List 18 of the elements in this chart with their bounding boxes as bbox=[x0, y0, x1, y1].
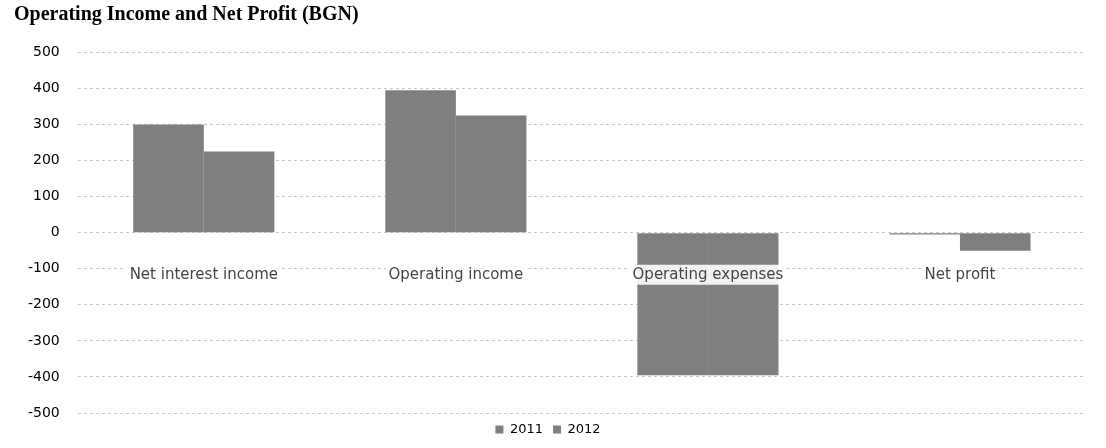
y-tick-label: 0 bbox=[50, 223, 60, 240]
legend-label: 2011 bbox=[509, 420, 544, 436]
x-tick-label: Operating income bbox=[388, 264, 524, 283]
y-tick-label: 200 bbox=[33, 151, 60, 168]
y-tick-label: -400 bbox=[27, 367, 60, 384]
y-tick-label: 100 bbox=[33, 187, 60, 204]
y-tick-label: 300 bbox=[33, 115, 60, 132]
x-tick-label: Operating expenses bbox=[632, 264, 784, 283]
y-tick-label: -200 bbox=[27, 295, 60, 312]
legend-label: 2012 bbox=[567, 420, 601, 436]
x-tick-label: Net profit bbox=[924, 264, 996, 283]
y-tick-label: 400 bbox=[33, 79, 60, 96]
chart-title: Operating Income and Net Profit (BGN) bbox=[13, 1, 360, 26]
y-tick-label: -300 bbox=[27, 331, 60, 348]
y-tick-label: 500 bbox=[33, 43, 60, 60]
x-tick-label: Net interest income bbox=[129, 264, 278, 283]
y-tick-label: -500 bbox=[27, 403, 60, 420]
y-tick-label: -100 bbox=[27, 259, 60, 276]
